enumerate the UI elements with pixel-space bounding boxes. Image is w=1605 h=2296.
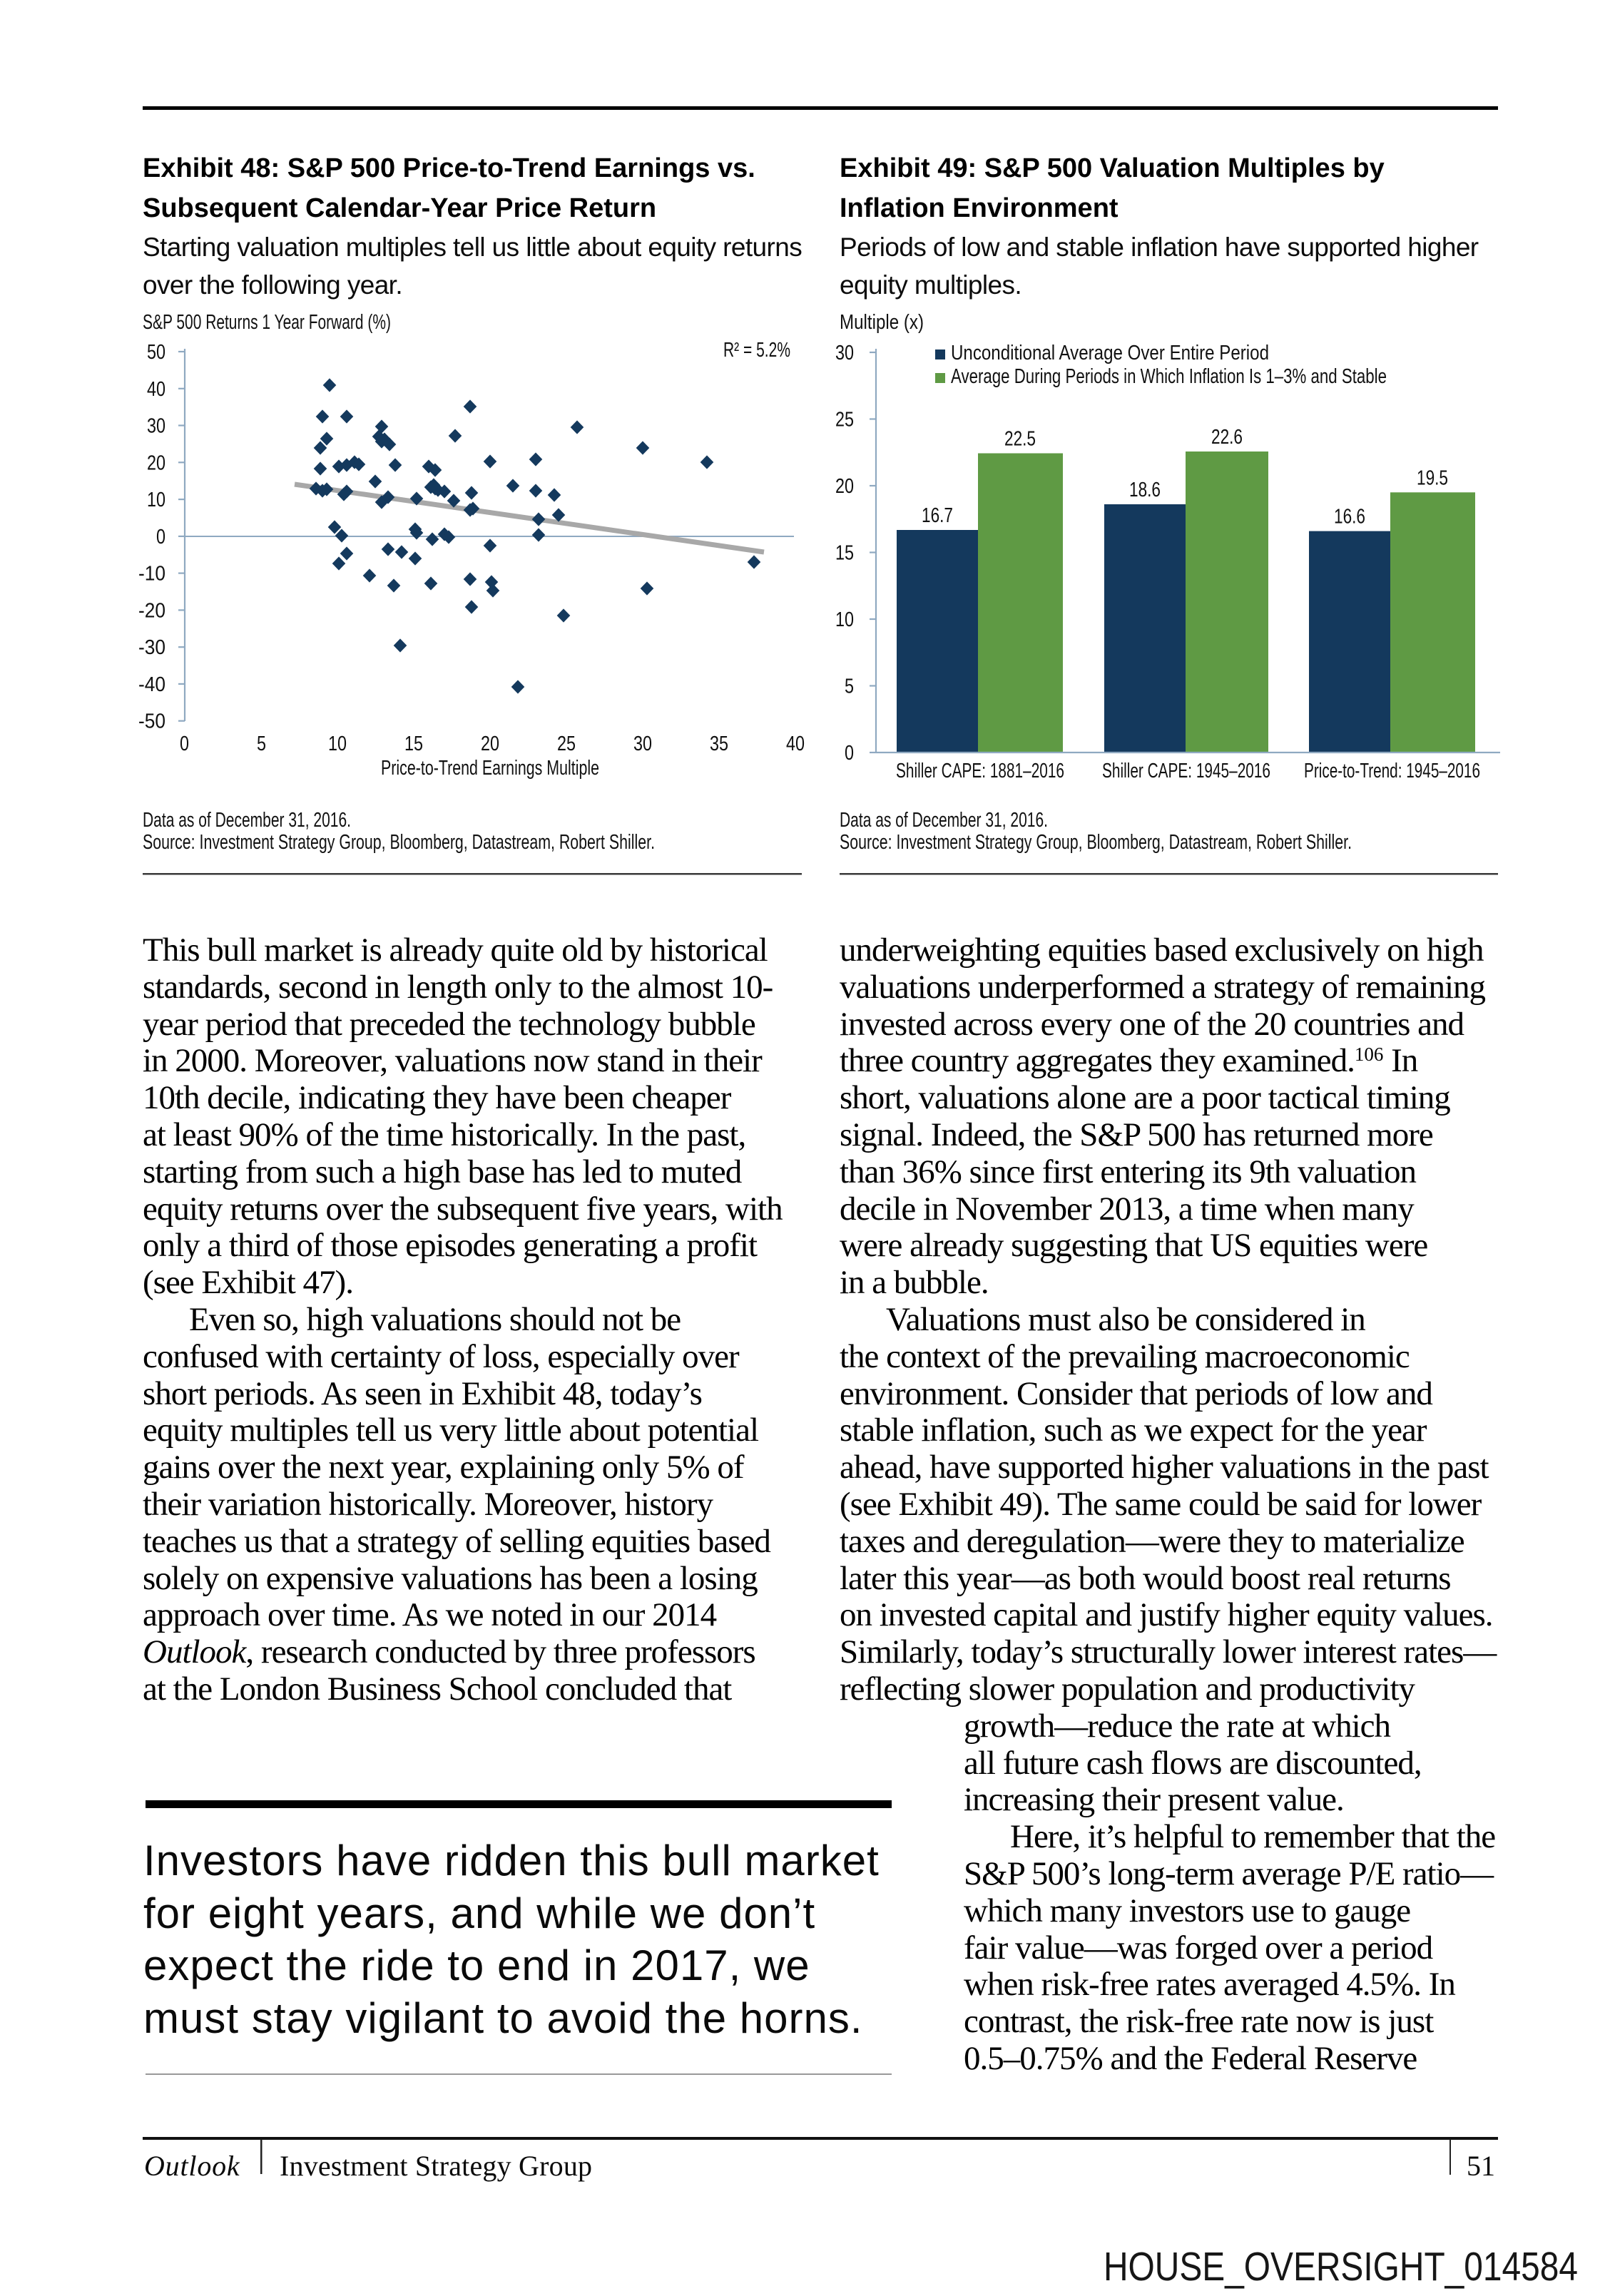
svg-text:50: 50 <box>147 341 165 364</box>
svg-text:30: 30 <box>835 342 854 364</box>
svg-text:Multiple (x): Multiple (x) <box>840 311 924 334</box>
svg-text:-20: -20 <box>138 599 165 622</box>
svg-text:40: 40 <box>786 733 805 755</box>
svg-text:0: 0 <box>845 742 854 765</box>
svg-text:18.6: 18.6 <box>1129 479 1161 501</box>
svg-text:35: 35 <box>710 733 728 755</box>
svg-text:25: 25 <box>557 733 576 755</box>
svg-text:30: 30 <box>633 733 652 755</box>
svg-text:0: 0 <box>180 733 189 755</box>
svg-text:Average During Periods in Whic: Average During Periods in Which Inflatio… <box>951 365 1387 388</box>
svg-text:10: 10 <box>835 608 854 631</box>
svg-text:-10: -10 <box>138 563 165 586</box>
svg-text:Source: Investment Strategy Gr: Source: Investment Strategy Group, Bloom… <box>143 831 655 854</box>
svg-text:40: 40 <box>147 378 165 401</box>
svg-text:-50: -50 <box>138 710 165 733</box>
svg-text:-30: -30 <box>138 636 165 659</box>
svg-text:22.5: 22.5 <box>1004 428 1036 451</box>
svg-text:25: 25 <box>835 409 854 432</box>
svg-text:Unconditional Average Over Ent: Unconditional Average Over Entire Period <box>951 342 1269 364</box>
svg-text:20: 20 <box>147 451 165 474</box>
svg-text:-40: -40 <box>138 673 165 696</box>
svg-text:Price-to-Trend Earnings Multip: Price-to-Trend Earnings Multiple <box>381 757 599 780</box>
svg-text:Price-to-Trend: 1945–2016: Price-to-Trend: 1945–2016 <box>1304 760 1480 782</box>
svg-text:Shiller CAPE: 1945–2016: Shiller CAPE: 1945–2016 <box>1102 760 1270 782</box>
svg-text:5: 5 <box>257 733 266 755</box>
svg-text:0: 0 <box>156 526 165 549</box>
svg-text:10: 10 <box>328 733 347 755</box>
svg-text:20: 20 <box>481 733 499 755</box>
svg-text:16.6: 16.6 <box>1334 506 1365 529</box>
svg-text:15: 15 <box>835 542 854 565</box>
svg-text:22.6: 22.6 <box>1211 426 1243 449</box>
svg-text:Shiller CAPE: 1881–2016: Shiller CAPE: 1881–2016 <box>896 760 1064 782</box>
svg-text:Data as of December 31, 2016.: Data as of December 31, 2016. <box>143 809 351 832</box>
svg-text:HOUSE_OVERSIGHT_014584: HOUSE_OVERSIGHT_014584 <box>1104 2244 1578 2290</box>
svg-text:16.7: 16.7 <box>922 504 953 527</box>
svg-text:Source: Investment Strategy Gr: Source: Investment Strategy Group, Bloom… <box>840 831 1352 854</box>
svg-text:15: 15 <box>404 733 423 755</box>
svg-text:19.5: 19.5 <box>1417 466 1448 489</box>
svg-text:R² = 5.2%: R² = 5.2% <box>723 339 790 362</box>
svg-text:20: 20 <box>835 475 854 498</box>
svg-text:Data as of December 31, 2016.: Data as of December 31, 2016. <box>840 809 1048 832</box>
svg-text:S&P 500 Returns 1 Year Forward: S&P 500 Returns 1 Year Forward (%) <box>143 311 391 334</box>
svg-text:10: 10 <box>147 489 165 511</box>
svg-text:5: 5 <box>845 675 854 698</box>
svg-text:30: 30 <box>147 415 165 438</box>
